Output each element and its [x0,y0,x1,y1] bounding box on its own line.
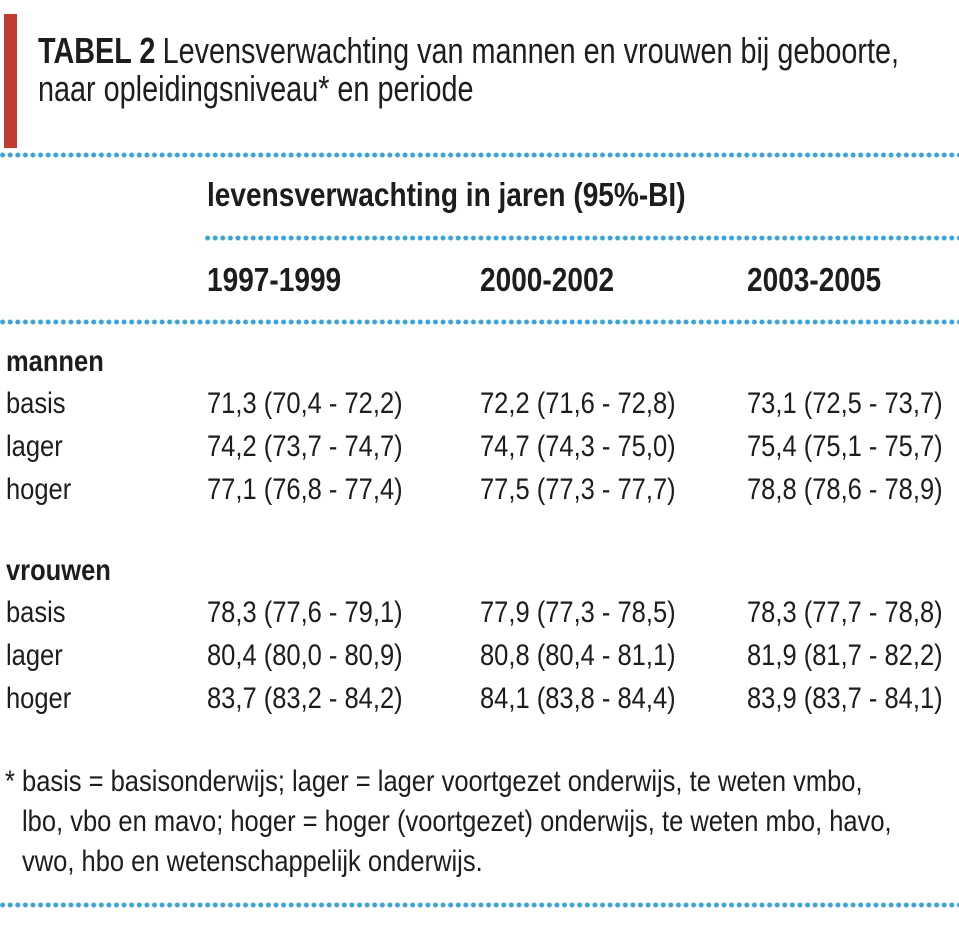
row-label-mannen-basis: basis [6,387,66,420]
cell-vrouwen-hoger-2000: 84,1 (83,8 - 84,4) [480,682,676,715]
row-label-mannen-lager: lager [6,430,63,463]
footnote-line-1: * basis = basisonderwijs; lager = lager … [5,765,863,798]
table-title: TABEL 2 Levensverwachting van mannen en v… [38,32,959,108]
row-label-vrouwen-hoger: hoger [6,682,72,715]
row-label-mannen-hoger: hoger [6,473,72,506]
footnote-line-3: vwo, hbo en wetenschappelijk onderwijs. [22,845,483,878]
dotted-divider-top [0,152,959,158]
title-line-1: TABEL 2 Levensverwachting van mannen en v… [38,32,959,70]
column-header-2000-2002: 2000-2002 [480,261,615,298]
column-header-1997-1999: 1997-1999 [207,261,342,298]
dotted-divider-header [205,235,959,241]
cell-mannen-basis-2003: 73,1 (72,5 - 73,7) [747,387,943,420]
cell-mannen-hoger-2000: 77,5 (77,3 - 77,7) [480,473,676,506]
cell-vrouwen-hoger-1997: 83,7 (83,2 - 84,2) [207,682,403,715]
column-header-2003-2005: 2003-2005 [747,261,882,298]
accent-bar [4,14,17,148]
section-header-vrouwen: vrouwen [6,554,111,587]
cell-vrouwen-lager-2000: 80,8 (80,4 - 81,1) [480,639,676,672]
footnote: * basis = basisonderwijs; lager = lager … [5,762,959,882]
dotted-divider-columns [0,319,959,325]
row-label-vrouwen-basis: basis [6,596,66,629]
cell-vrouwen-basis-1997: 78,3 (77,6 - 79,1) [207,596,403,629]
cell-mannen-hoger-2003: 78,8 (78,6 - 78,9) [747,473,943,506]
cell-mannen-lager-1997: 74,2 (73,7 - 74,7) [207,430,403,463]
cell-vrouwen-hoger-2003: 83,9 (83,7 - 84,1) [747,682,943,715]
row-label-vrouwen-lager: lager [6,639,63,672]
title-text-line-1: Levensverwachting van mannen en vrouwen … [162,30,900,71]
cell-vrouwen-basis-2003: 78,3 (77,7 - 78,8) [747,596,943,629]
cell-vrouwen-lager-1997: 80,4 (80,0 - 80,9) [207,639,403,672]
cell-mannen-lager-2000: 74,7 (74,3 - 75,0) [480,430,676,463]
cell-vrouwen-basis-2000: 77,9 (77,3 - 78,5) [480,596,676,629]
table-number: TABEL 2 [38,30,156,71]
title-text-line-2: naar opleidingsniveau* en periode [38,68,474,109]
cell-mannen-basis-2000: 72,2 (71,6 - 72,8) [480,387,676,420]
cell-mannen-hoger-1997: 77,1 (76,8 - 77,4) [207,473,403,506]
section-header-mannen: mannen [6,345,104,378]
cell-mannen-lager-2003: 75,4 (75,1 - 75,7) [747,430,943,463]
title-line-2: naar opleidingsniveau* en periode [38,70,959,108]
dotted-divider-bottom [0,902,959,908]
cell-vrouwen-lager-2003: 81,9 (81,7 - 82,2) [747,639,943,672]
table-spanner-header: levensverwachting in jaren (95%-BI) [207,176,686,213]
footnote-line-2: lbo, vbo en mavo; hoger = hoger (voortge… [22,805,892,838]
cell-mannen-basis-1997: 71,3 (70,4 - 72,2) [207,387,403,420]
